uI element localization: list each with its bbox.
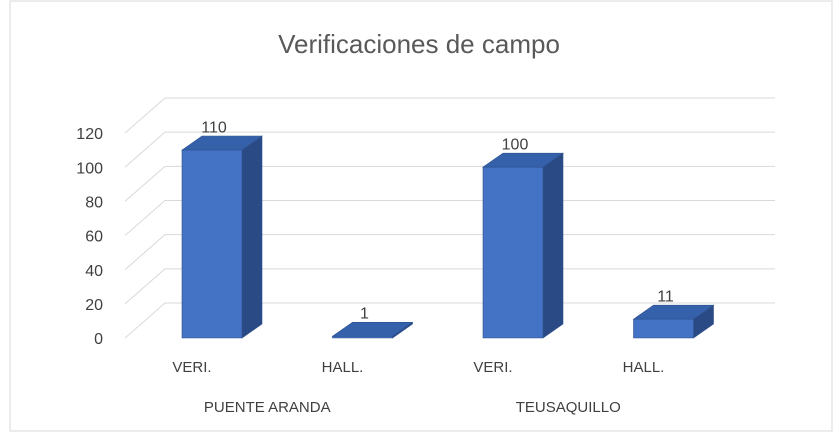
value-label: 100: [502, 136, 529, 153]
grid-line: [124, 165, 775, 202]
y-tick-label: 40: [85, 263, 103, 280]
bar-side: [542, 152, 564, 339]
x-tick-label: VERI.: [473, 359, 512, 376]
x-tick-label: HALL.: [623, 359, 665, 376]
bar: [482, 152, 564, 339]
y-tick-label: 100: [76, 160, 103, 177]
value-label: 1: [360, 306, 369, 323]
y-tick-label: 20: [85, 297, 103, 314]
chart-frame: [9, 0, 833, 432]
y-tick-label: 60: [85, 229, 103, 246]
bar-side: [241, 135, 263, 339]
group-label: TEUSAQUILLO: [516, 399, 621, 416]
y-tick-label: 120: [76, 126, 103, 143]
value-label: 110: [201, 119, 227, 136]
grid-line: [124, 97, 775, 134]
x-tick-label: HALL.: [322, 359, 364, 376]
bar: [181, 135, 263, 339]
bar-front: [633, 318, 694, 339]
bar: [331, 321, 414, 339]
grid-line: [124, 131, 775, 168]
grid-line: [124, 200, 775, 236]
y-tick-label: 0: [94, 331, 103, 348]
grid-line: [124, 302, 775, 339]
x-tick-label: VERI.: [172, 359, 211, 376]
bar-front: [482, 166, 544, 339]
y-tick-label: 80: [85, 195, 103, 212]
grid-line: [124, 268, 775, 305]
value-label: 11: [657, 288, 674, 305]
grid-line: [124, 234, 775, 271]
bar-front: [181, 149, 243, 339]
bar: [632, 304, 715, 339]
group-label: PUENTE ARANDA: [204, 399, 331, 416]
chart-title: Verificaciones de campo: [278, 29, 560, 59]
bar-front: [332, 335, 393, 339]
